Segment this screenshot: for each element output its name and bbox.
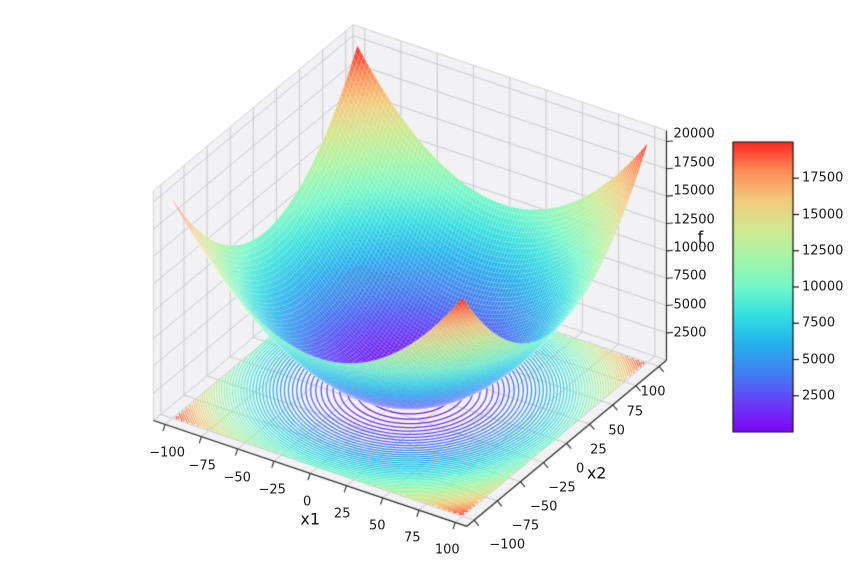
surface-plot-canvas bbox=[0, 0, 864, 576]
figure-3d-surface-plot: x1 x2 f −100 −75 −50 −25 0 25 50 75 100 −100 −75 −5… bbox=[0, 0, 864, 576]
